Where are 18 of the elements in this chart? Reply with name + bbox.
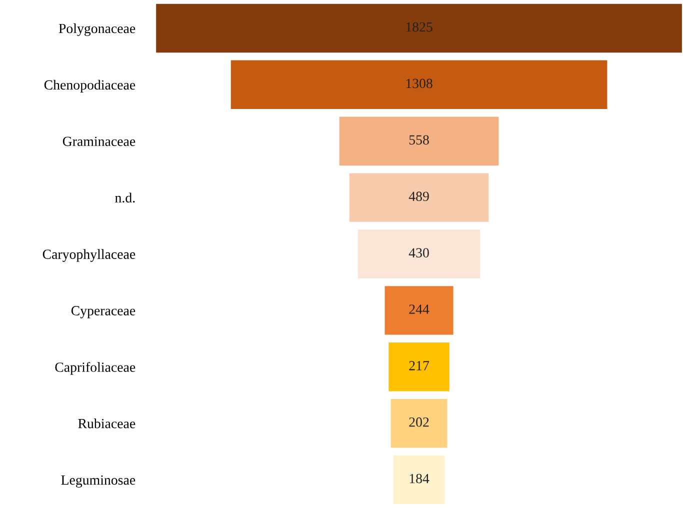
data-label: 202	[409, 417, 429, 427]
category-label: Caprifoliaceae	[55, 362, 136, 375]
category-label: Cyperaceae	[71, 306, 136, 318]
data-label: 1308	[406, 78, 432, 88]
data-label: 1825	[406, 22, 432, 32]
category-label: Graminaceae	[62, 136, 136, 146]
category-label: Caryophyllaceae	[42, 249, 136, 262]
data-label: 489	[408, 192, 429, 202]
data-label: 217	[409, 361, 430, 370]
data-label: 184	[410, 474, 430, 484]
category-label: Chenopodiaceae	[44, 80, 136, 92]
category-label: Leguminosae	[61, 475, 136, 488]
data-label: 244	[409, 304, 430, 314]
category-label: Rubiaceae	[78, 418, 136, 428]
data-label: 430	[408, 248, 429, 258]
category-label: Polygonaceae	[58, 23, 136, 36]
category-label: n.d.	[115, 192, 135, 203]
data-label: 558	[409, 135, 429, 145]
